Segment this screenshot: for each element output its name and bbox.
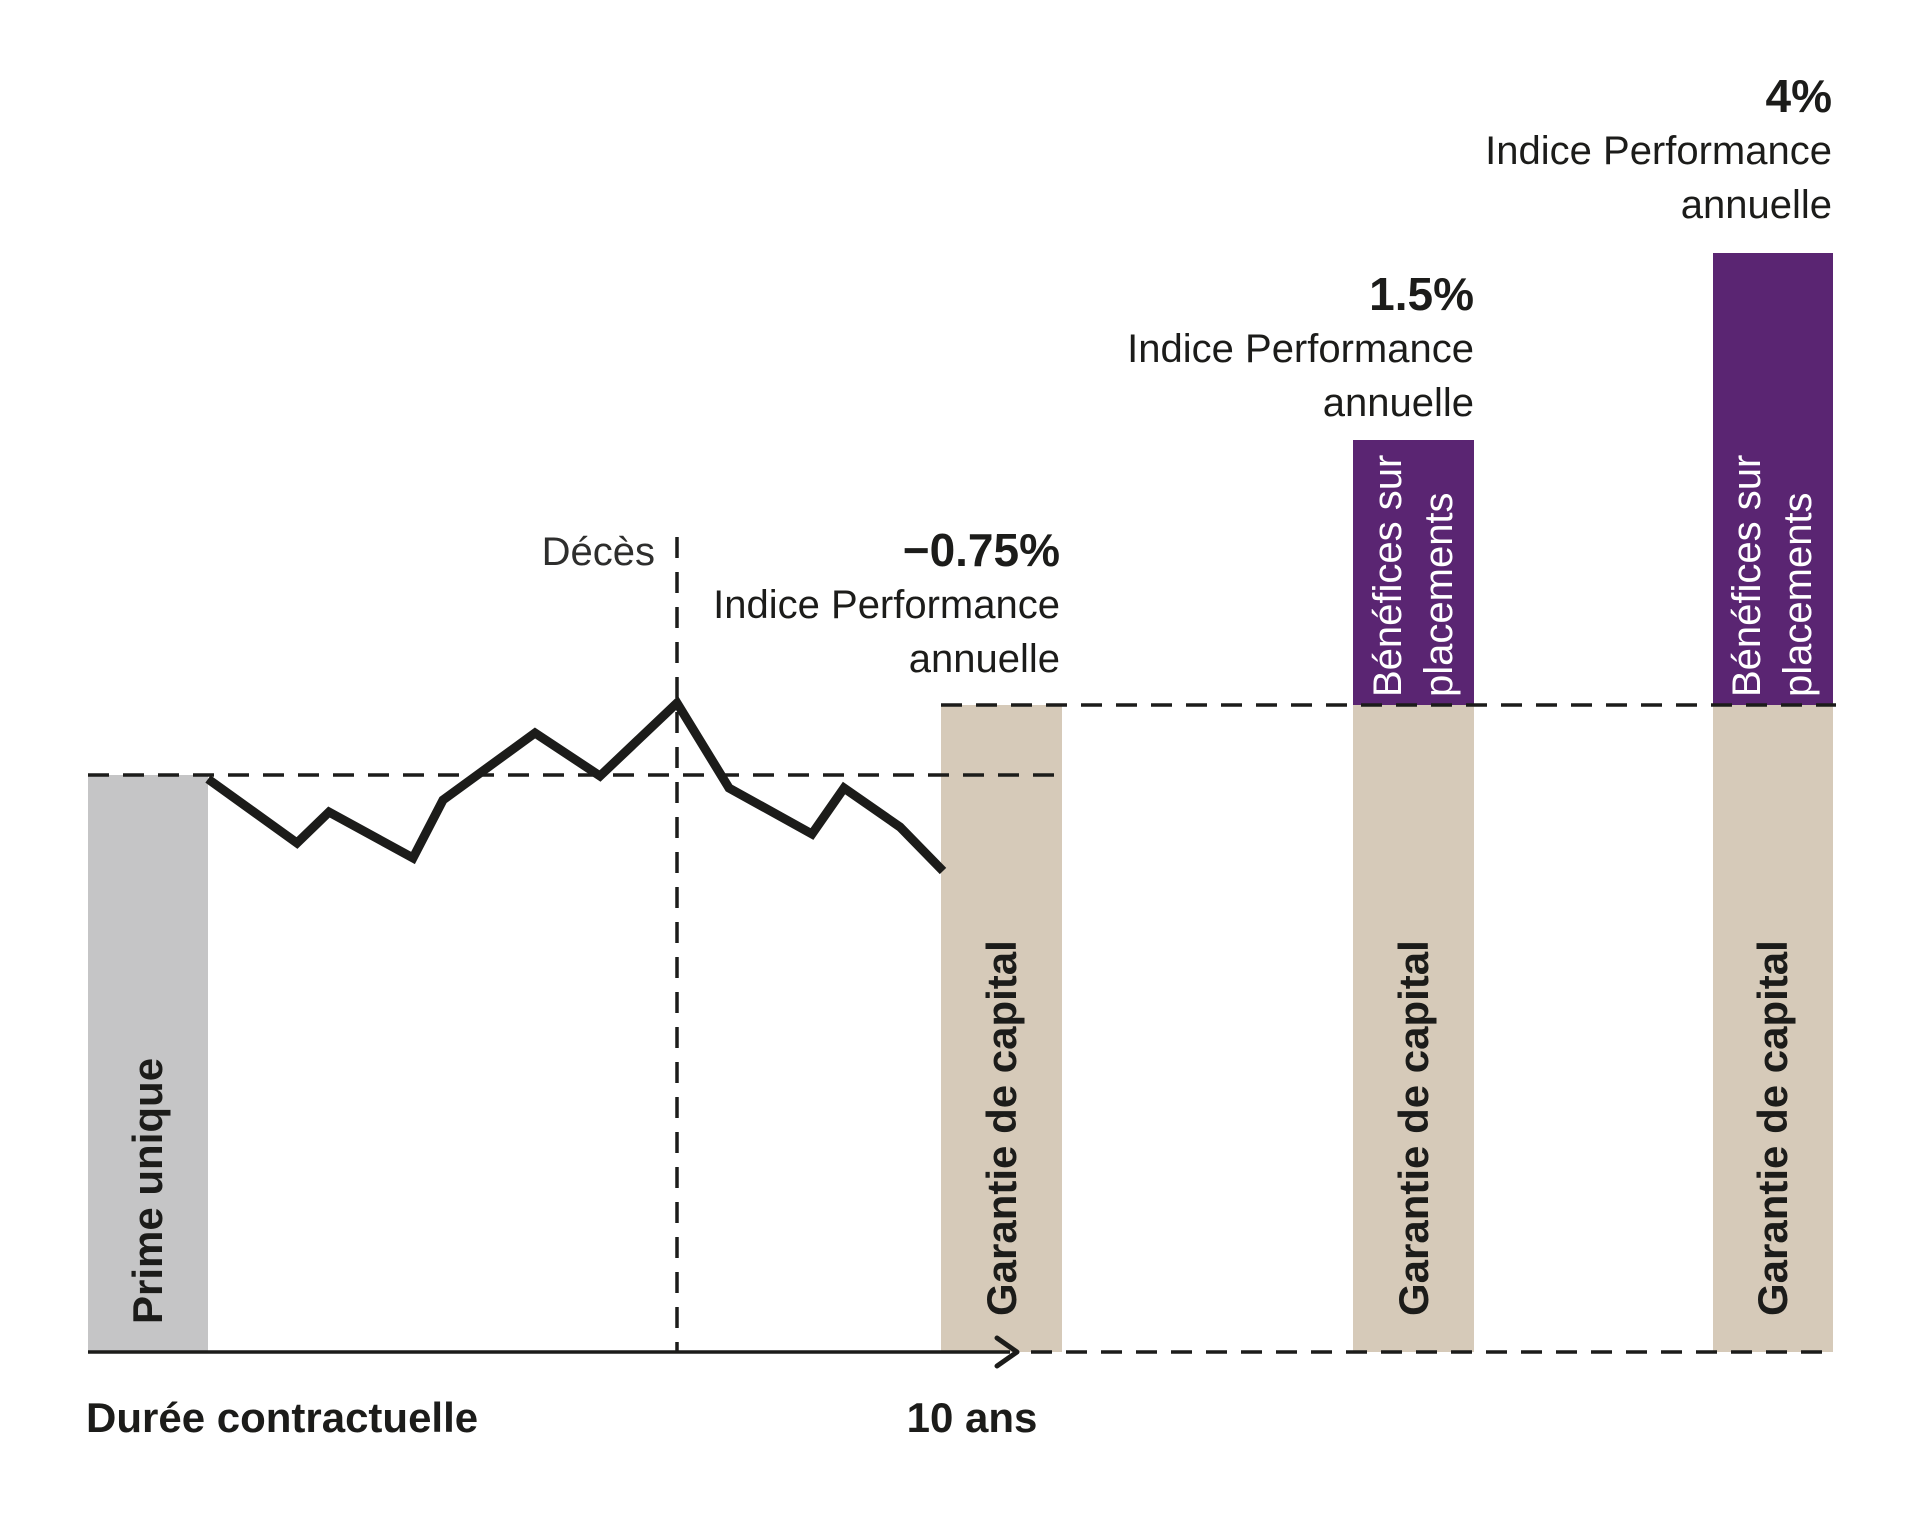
scenario-2-label-line1: Indice Performance xyxy=(1127,327,1474,371)
benefices-line2-3: placements xyxy=(1776,492,1820,697)
scenario-3-label-line2: annuelle xyxy=(1680,183,1832,227)
scenario-2-rate: 1.5% xyxy=(1369,268,1474,320)
index-performance-line xyxy=(205,695,947,875)
prime-unique-bar-label: Prime unique xyxy=(88,775,208,1324)
scenario-3-annotation: 4% Indice Performance annuelle xyxy=(1485,69,1832,232)
scenario-2-label-line2: annuelle xyxy=(1322,381,1474,425)
scenario-1-label-line2: annuelle xyxy=(908,637,1060,681)
scenario-3-rate: 4% xyxy=(1765,70,1832,122)
benefices-placements-label-2: Bénéfices sur placements xyxy=(1353,444,1474,697)
benefices-line1-3: Bénéfices sur xyxy=(1725,454,1769,697)
garantie-capital-text-2: Garantie de capital xyxy=(1389,940,1437,1316)
scenario-2-annotation: 1.5% Indice Performance annuelle xyxy=(1127,267,1474,430)
ten-years-label: 10 ans xyxy=(906,1394,1038,1441)
scenario-1-label-line1: Indice Performance xyxy=(713,583,1060,627)
benefices-line2-2: placements xyxy=(1416,492,1461,697)
garantie-capital-text-1: Garantie de capital xyxy=(977,940,1025,1316)
benefices-line1-2: Bénéfices sur xyxy=(1365,454,1410,697)
deces-event-label: Décès xyxy=(541,530,655,574)
benefices-bar-3 xyxy=(1713,253,1833,705)
prime-unique-bar xyxy=(88,775,208,1352)
garantie-capital-label-1: Garantie de capital xyxy=(941,705,1062,1316)
garantie-bar-1 xyxy=(941,705,1062,1352)
benefices-bar-2 xyxy=(1353,440,1474,705)
scenario-1-annotation: −0.75% Indice Performance annuelle xyxy=(713,523,1060,686)
benefices-placements-label-3: Bénéfices sur placements xyxy=(1713,257,1833,697)
garantie-bar-3 xyxy=(1713,705,1833,1352)
garantie-capital-label-3: Garantie de capital xyxy=(1713,705,1833,1316)
garantie-capital-label-2: Garantie de capital xyxy=(1353,705,1474,1316)
garantie-capital-text-3: Garantie de capital xyxy=(1749,940,1796,1316)
garantie-bar-2 xyxy=(1353,705,1474,1352)
contract-duration-label: Durée contractuelle xyxy=(86,1394,479,1441)
prime-unique-text: Prime unique xyxy=(124,1057,171,1324)
scenario-1-rate: −0.75% xyxy=(902,524,1060,576)
time-axis-arrow-icon xyxy=(994,1335,1020,1369)
scenario-3-label-line1: Indice Performance xyxy=(1485,129,1832,173)
